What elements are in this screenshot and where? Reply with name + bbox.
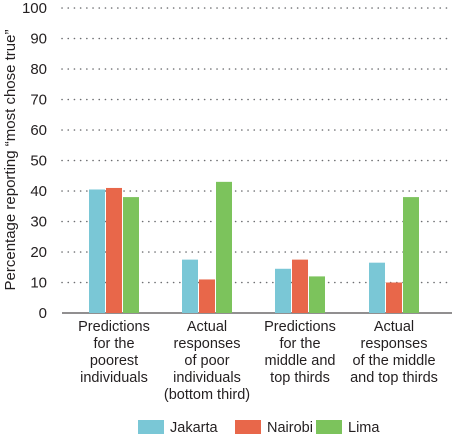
legend: Jakarta Nairobi Lima: [138, 420, 380, 436]
legend-swatch: [316, 420, 342, 434]
y-tick-label: 90: [30, 31, 47, 48]
y-tick-label: 10: [30, 275, 47, 292]
bars: [89, 181, 419, 313]
bar-jakarta: [369, 262, 385, 313]
legend-label: Jakarta: [170, 420, 218, 436]
y-tick-label: 70: [30, 92, 47, 109]
bar-jakarta: [182, 259, 198, 313]
y-tick-label: 0: [39, 305, 47, 322]
y-tick-label: 30: [30, 214, 47, 231]
y-axis-label: Percentage reporting “most chose true”: [2, 30, 19, 291]
legend-swatch: [138, 420, 164, 434]
legend-item-jakarta: Jakarta: [138, 420, 218, 436]
y-tick-label: 20: [30, 244, 47, 261]
bar-jakarta: [275, 268, 291, 313]
y-tick-label: 50: [30, 153, 47, 170]
bar-lima: [216, 181, 232, 313]
bar-lima: [123, 197, 139, 313]
category-label: Actual responses of the middle and top thir…: [350, 319, 438, 386]
category-label: Predictions for the poorest individuals: [78, 319, 150, 386]
legend-label: Nairobi: [267, 420, 313, 436]
y-tick-label: 100: [22, 0, 47, 17]
bar-lima: [309, 276, 325, 313]
category-label: Predictions for the middle and top thirds: [264, 319, 336, 386]
legend-label: Lima: [348, 420, 380, 436]
legend-item-lima: Lima: [316, 420, 380, 436]
y-tick-label: 40: [30, 183, 47, 200]
bar-lima: [403, 197, 419, 313]
bar-jakarta: [89, 189, 105, 313]
y-tick-label: 80: [30, 61, 47, 78]
category-label: Actual responses of poor individuals (bottom…: [164, 319, 250, 403]
category-labels: Predictions for the poorest individualsActu…: [78, 319, 438, 403]
bar-nairobi: [106, 187, 122, 313]
bar-nairobi: [386, 282, 402, 313]
legend-item-nairobi: Nairobi: [235, 420, 313, 436]
y-tick-label: 60: [30, 122, 47, 139]
bar-nairobi: [199, 279, 215, 313]
legend-swatch: [235, 420, 261, 434]
y-axis: 0 10 20 30 40 50 60 70 80 90 100: [22, 0, 47, 322]
bar-nairobi: [292, 259, 308, 313]
